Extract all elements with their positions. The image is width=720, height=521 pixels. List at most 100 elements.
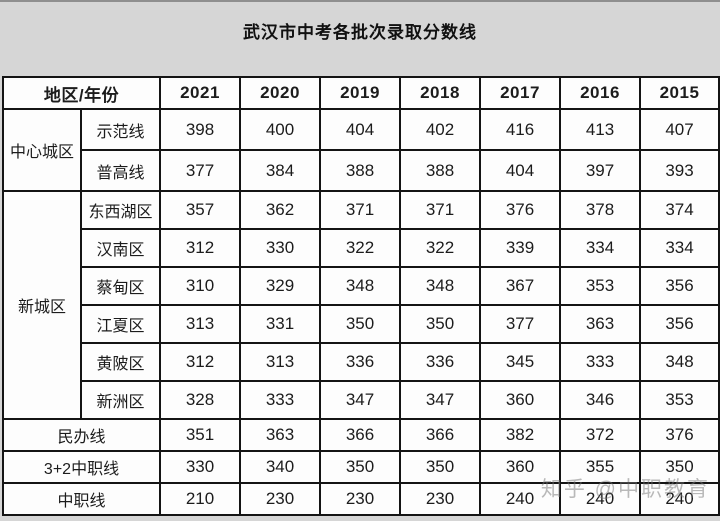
score-cell: 336 [399, 342, 482, 382]
score-cell: 329 [239, 266, 322, 306]
score-cell: 416 [479, 108, 562, 151]
score-cell: 330 [159, 450, 242, 484]
year-header-2018: 2018 [399, 76, 482, 110]
score-cell: 331 [239, 304, 322, 344]
score-cell: 388 [399, 149, 482, 192]
score-cell: 313 [159, 304, 242, 344]
score-cell: 400 [239, 108, 322, 151]
score-cell: 362 [239, 190, 322, 230]
row-caidian: 蔡甸区 310 329 348 348 367 353 356 [3, 266, 720, 306]
score-cell: 348 [639, 342, 720, 382]
score-cell: 371 [319, 190, 402, 230]
score-cell: 350 [319, 450, 402, 484]
score-cell: 351 [159, 418, 242, 452]
score-cell: 350 [319, 304, 402, 344]
score-cell: 402 [399, 108, 482, 151]
row-label: 民办线 [1, 418, 162, 452]
row-minban-line: 民办线 351 363 366 366 382 372 376 [1, 418, 720, 452]
score-cell: 355 [559, 450, 642, 484]
row-3plus2-vocational-line: 3+2中职线 330 340 350 350 360 355 350 [1, 450, 720, 484]
score-cell: 348 [399, 266, 482, 306]
score-cell: 322 [319, 228, 402, 268]
row-label: 汉南区 [79, 228, 162, 268]
score-cell: 350 [639, 450, 720, 484]
score-cell: 240 [479, 482, 562, 516]
score-cell: 360 [479, 450, 562, 484]
score-cell: 366 [319, 418, 402, 452]
score-cell: 240 [559, 482, 642, 516]
score-cell: 363 [239, 418, 322, 452]
row-pugao-line: 普高线 377 384 388 388 404 397 393 [3, 149, 720, 192]
header-row: 地区/年份 2021 2020 2019 2018 2017 2016 2015 [1, 76, 720, 110]
row-shifan-line: 中心城区 示范线 398 400 404 402 416 413 407 [2, 108, 720, 192]
score-cell: 377 [479, 304, 562, 344]
score-table: 地区/年份 2021 2020 2019 2018 2017 2016 2015… [1, 76, 720, 516]
score-cell: 330 [239, 228, 322, 268]
score-cell: 230 [239, 482, 322, 516]
score-cell: 334 [559, 228, 642, 268]
score-cell: 313 [239, 342, 322, 382]
score-cell: 372 [559, 418, 642, 452]
row-xinzhou: 新洲区 328 333 347 347 360 346 353 [3, 380, 720, 420]
row-label: 江夏区 [79, 304, 162, 344]
score-cell: 339 [479, 228, 562, 268]
score-cell: 404 [319, 108, 402, 151]
year-header-2015: 2015 [639, 76, 720, 110]
row-label: 新洲区 [79, 380, 162, 420]
score-cell: 374 [639, 190, 720, 230]
row-label: 黄陂区 [79, 342, 162, 382]
score-cell: 356 [639, 266, 720, 306]
score-cell: 312 [159, 228, 242, 268]
score-cell: 388 [319, 149, 402, 192]
row-label: 普高线 [79, 149, 162, 192]
score-cell: 230 [399, 482, 482, 516]
score-cell: 367 [479, 266, 562, 306]
score-cell: 356 [639, 304, 720, 344]
score-cell: 413 [559, 108, 642, 151]
group-new-city: 新城区 [2, 190, 82, 420]
score-cell: 328 [159, 380, 242, 420]
score-cell: 363 [559, 304, 642, 344]
row-label: 蔡甸区 [79, 266, 162, 306]
score-cell: 366 [399, 418, 482, 452]
score-cell: 377 [159, 149, 242, 192]
year-header-2020: 2020 [239, 76, 322, 110]
score-cell: 384 [239, 149, 322, 192]
row-hannan: 汉南区 312 330 322 322 339 334 334 [3, 228, 720, 268]
score-cell: 210 [159, 482, 242, 516]
score-cell: 347 [319, 380, 402, 420]
score-cell: 371 [399, 190, 482, 230]
score-cell: 376 [479, 190, 562, 230]
score-cell: 382 [479, 418, 562, 452]
score-cell: 393 [639, 149, 720, 192]
year-header-2017: 2017 [479, 76, 562, 110]
row-jiangxia: 江夏区 313 331 350 350 377 363 356 [3, 304, 720, 344]
score-cell: 347 [399, 380, 482, 420]
row-vocational-line: 中职线 210 230 230 230 240 240 240 [1, 482, 720, 516]
score-cell: 378 [559, 190, 642, 230]
score-cell: 346 [559, 380, 642, 420]
score-cell: 404 [479, 149, 562, 192]
score-cell: 376 [639, 418, 720, 452]
score-cell: 333 [239, 380, 322, 420]
row-huangpi: 黄陂区 312 313 336 336 345 333 348 [3, 342, 720, 382]
score-cell: 340 [239, 450, 322, 484]
score-cell: 398 [159, 108, 242, 151]
row-label: 东西湖区 [79, 190, 162, 230]
group-central-city: 中心城区 [2, 108, 82, 192]
score-cell: 350 [399, 304, 482, 344]
row-label: 3+2中职线 [1, 450, 162, 484]
year-header-2021: 2021 [159, 76, 242, 110]
score-cell: 336 [319, 342, 402, 382]
score-cell: 322 [399, 228, 482, 268]
corner-header: 地区/年份 [1, 76, 162, 110]
year-header-2016: 2016 [559, 76, 642, 110]
score-cell: 334 [639, 228, 720, 268]
score-cell: 350 [399, 450, 482, 484]
score-cell: 360 [479, 380, 562, 420]
score-cell: 348 [319, 266, 402, 306]
row-label: 中职线 [1, 482, 162, 516]
year-header-2019: 2019 [319, 76, 402, 110]
score-cell: 397 [559, 149, 642, 192]
row-label: 示范线 [79, 108, 162, 151]
